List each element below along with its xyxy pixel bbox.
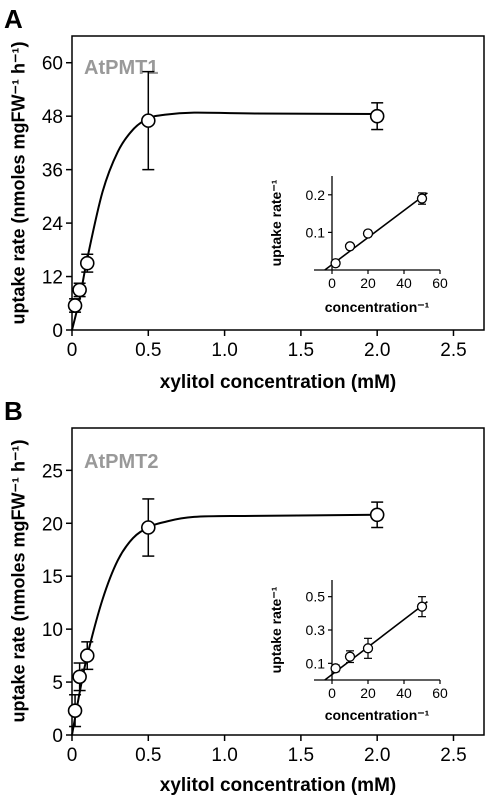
x-tick-label: 1.0 bbox=[211, 340, 237, 361]
data-marker bbox=[79, 648, 95, 663]
y-tick-label: 12 bbox=[42, 268, 63, 289]
plot-frame bbox=[71, 35, 485, 331]
data-point bbox=[140, 70, 156, 171]
data-point bbox=[140, 498, 156, 557]
inset-data-point bbox=[330, 663, 341, 674]
data-marker bbox=[140, 520, 156, 535]
data-marker bbox=[72, 282, 87, 298]
inset-x-tick-label: 0 bbox=[328, 685, 336, 701]
chart-panel-b: B AtPMT2 0 5 10 15 20 25 0 0.5 1.0 1.5 2.0 2.5 xylitol… bbox=[4, 396, 485, 796]
inset-y-tick-label: 0.2 bbox=[306, 187, 326, 203]
data-marker bbox=[67, 703, 83, 718]
chart-title: AtPMT2 bbox=[84, 451, 158, 473]
inset-y-tick-label: 0.1 bbox=[306, 224, 326, 240]
inset-fit-line bbox=[324, 601, 428, 681]
inset-x-tick-label: 40 bbox=[396, 685, 412, 701]
inset-x-tick-label: 40 bbox=[396, 275, 412, 291]
y-tick-label: 60 bbox=[42, 54, 63, 75]
inset-y-tick-label: 0.1 bbox=[306, 655, 326, 671]
y-tick-label: 36 bbox=[42, 161, 63, 182]
data-marker bbox=[72, 669, 87, 685]
x-axis-label: xylitol concentration (mM) bbox=[160, 775, 396, 796]
inset-data-marker bbox=[416, 193, 428, 204]
inset-y-axis-label: uptake rate⁻¹ bbox=[268, 179, 284, 266]
data-point bbox=[79, 253, 95, 273]
inset-x-tick-label: 60 bbox=[432, 275, 448, 291]
y-tick-label: 48 bbox=[42, 107, 63, 128]
inset-y-axis-label: uptake rate⁻¹ bbox=[268, 586, 284, 673]
inset-data-point bbox=[330, 258, 341, 269]
data-marker bbox=[79, 255, 95, 271]
y-tick-label: 5 bbox=[52, 673, 63, 694]
y-tick-label: 10 bbox=[42, 620, 63, 641]
data-point bbox=[369, 102, 385, 131]
panel-letter: B bbox=[4, 396, 23, 426]
chart-title: AtPMT1 bbox=[84, 57, 158, 79]
fit-curve bbox=[71, 513, 378, 736]
x-tick-label: 2.5 bbox=[440, 340, 466, 361]
y-tick-label: 15 bbox=[42, 567, 63, 588]
y-axis-label: uptake rate (nmoles mgFW⁻¹ h⁻¹) bbox=[8, 439, 28, 722]
inset-x-tick-label: 60 bbox=[432, 685, 448, 701]
x-tick-label: 0 bbox=[67, 745, 78, 766]
y-tick-label: 20 bbox=[42, 514, 63, 535]
inset-data-point bbox=[416, 192, 428, 205]
inset-fit-line bbox=[324, 192, 428, 271]
x-tick-label: 0.5 bbox=[135, 340, 161, 361]
panel-letter: A bbox=[4, 4, 23, 34]
x-tick-label: 2.5 bbox=[440, 745, 466, 766]
inset-x-axis-label: concentration⁻¹ bbox=[325, 299, 430, 315]
inset-data-point bbox=[362, 637, 374, 659]
x-axis-label: xylitol concentration (mM) bbox=[160, 372, 396, 393]
x-tick-label: 1.0 bbox=[211, 745, 237, 766]
data-point bbox=[72, 282, 87, 298]
inset-y-tick-label: 0.3 bbox=[306, 622, 326, 638]
x-tick-label: 2.0 bbox=[364, 340, 390, 361]
y-tick-label: 0 bbox=[52, 726, 63, 747]
inset-x-axis-label: concentration⁻¹ bbox=[325, 707, 430, 723]
inset-x-tick-label: 0 bbox=[328, 275, 336, 291]
inset-data-point bbox=[362, 228, 374, 239]
inset-data-marker bbox=[362, 643, 374, 654]
data-marker bbox=[140, 113, 156, 128]
data-point bbox=[79, 641, 95, 671]
inset-data-marker bbox=[344, 241, 356, 252]
x-tick-label: 0.5 bbox=[135, 745, 161, 766]
inset-y-tick-label: 0.5 bbox=[306, 589, 326, 605]
y-tick-label: 0 bbox=[52, 321, 63, 342]
plot-frame bbox=[71, 427, 485, 736]
data-point bbox=[67, 298, 83, 313]
x-tick-label: 1.5 bbox=[288, 745, 314, 766]
inset-data-point bbox=[416, 596, 428, 618]
inset-data-marker bbox=[330, 663, 341, 674]
x-tick-label: 1.5 bbox=[288, 340, 314, 361]
inset-data-marker bbox=[330, 258, 341, 269]
chart-panel-a: A AtPMT1 0 12 24 36 48 60 0 0.5 1.0 1.5 2.0 2.5 xylito… bbox=[4, 4, 485, 393]
x-tick-label: 2.0 bbox=[364, 745, 390, 766]
inset-data-point bbox=[344, 650, 356, 664]
data-point bbox=[72, 662, 87, 692]
inset-x-tick-label: 20 bbox=[360, 275, 376, 291]
data-point bbox=[369, 501, 385, 529]
data-marker bbox=[369, 507, 385, 523]
inset-data-point bbox=[344, 241, 356, 252]
y-axis-label: uptake rate (nmoles mgFW⁻¹ h⁻¹) bbox=[8, 41, 28, 324]
inset-data-marker bbox=[344, 651, 356, 662]
y-tick-label: 25 bbox=[42, 461, 63, 482]
data-point bbox=[67, 694, 83, 728]
data-marker bbox=[369, 108, 385, 124]
inset-data-marker bbox=[416, 601, 428, 612]
y-tick-label: 24 bbox=[42, 214, 64, 235]
inset-x-tick-label: 20 bbox=[360, 685, 376, 701]
inset-data-marker bbox=[362, 228, 374, 239]
x-tick-label: 0 bbox=[67, 340, 78, 361]
data-marker bbox=[67, 298, 83, 313]
